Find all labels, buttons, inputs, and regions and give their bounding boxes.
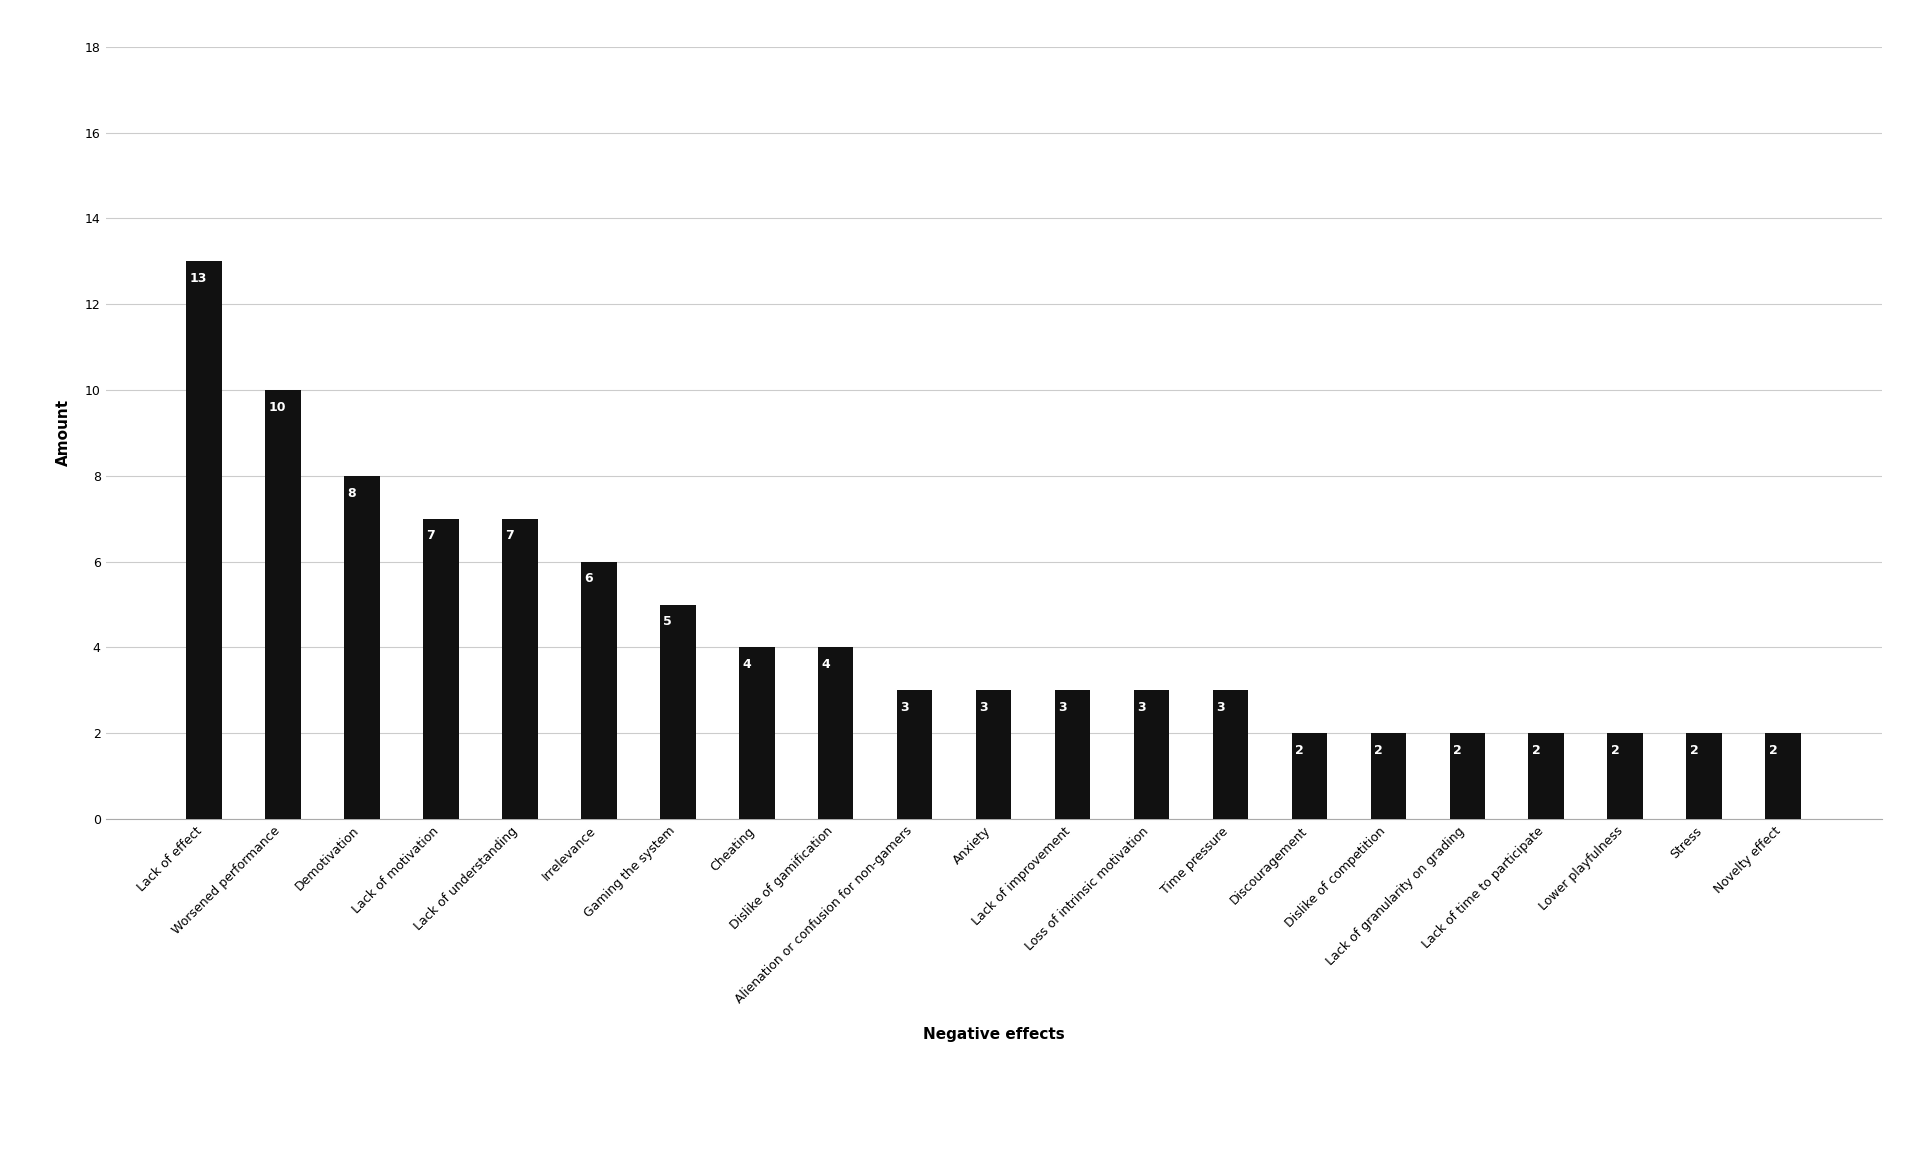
Bar	[582, 562, 616, 819]
Text: 2: 2	[1453, 744, 1461, 757]
Text: 6: 6	[584, 572, 593, 585]
Text: 8: 8	[348, 487, 355, 500]
Text: 2: 2	[1373, 744, 1382, 757]
Text: 7: 7	[505, 529, 515, 543]
Bar	[975, 690, 1012, 819]
Text: 5: 5	[662, 615, 672, 628]
Text: 13: 13	[190, 271, 207, 285]
Text: 2: 2	[1690, 744, 1699, 757]
Bar	[1450, 734, 1484, 819]
Bar	[1133, 690, 1169, 819]
Bar	[186, 261, 223, 819]
Text: 2: 2	[1611, 744, 1619, 757]
Bar	[1686, 734, 1722, 819]
Bar	[1213, 690, 1248, 819]
Bar	[1054, 690, 1091, 819]
Y-axis label: Amount: Amount	[56, 399, 71, 467]
Text: 10: 10	[269, 400, 286, 414]
Bar	[660, 605, 695, 819]
Text: 2: 2	[1532, 744, 1540, 757]
Text: 2: 2	[1294, 744, 1304, 757]
Bar	[1292, 734, 1327, 819]
Bar	[422, 518, 459, 819]
Text: 3: 3	[1137, 701, 1146, 714]
Text: 3: 3	[1215, 701, 1225, 714]
Text: 7: 7	[426, 529, 436, 543]
Text: 3: 3	[1058, 701, 1068, 714]
Bar	[1371, 734, 1405, 819]
Bar	[1607, 734, 1644, 819]
Text: 4: 4	[743, 658, 751, 672]
Bar	[344, 476, 380, 819]
Bar	[897, 690, 933, 819]
Bar	[503, 518, 538, 819]
Bar	[1764, 734, 1801, 819]
Text: 3: 3	[900, 701, 908, 714]
Text: 2: 2	[1768, 744, 1778, 757]
X-axis label: Negative effects: Negative effects	[924, 1027, 1064, 1042]
Bar	[265, 390, 301, 819]
Bar	[818, 647, 854, 819]
Bar	[1528, 734, 1565, 819]
Bar	[739, 647, 774, 819]
Text: 4: 4	[822, 658, 829, 672]
Text: 3: 3	[979, 701, 987, 714]
